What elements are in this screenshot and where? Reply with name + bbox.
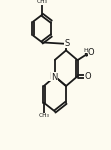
Text: O: O [88, 48, 95, 57]
Text: N: N [51, 73, 58, 82]
Text: CH₃: CH₃ [38, 113, 49, 118]
Text: O: O [85, 72, 91, 81]
Text: CH₃: CH₃ [37, 0, 48, 4]
Text: S: S [65, 39, 70, 48]
Text: H: H [83, 48, 88, 53]
Text: N: N [49, 72, 55, 81]
